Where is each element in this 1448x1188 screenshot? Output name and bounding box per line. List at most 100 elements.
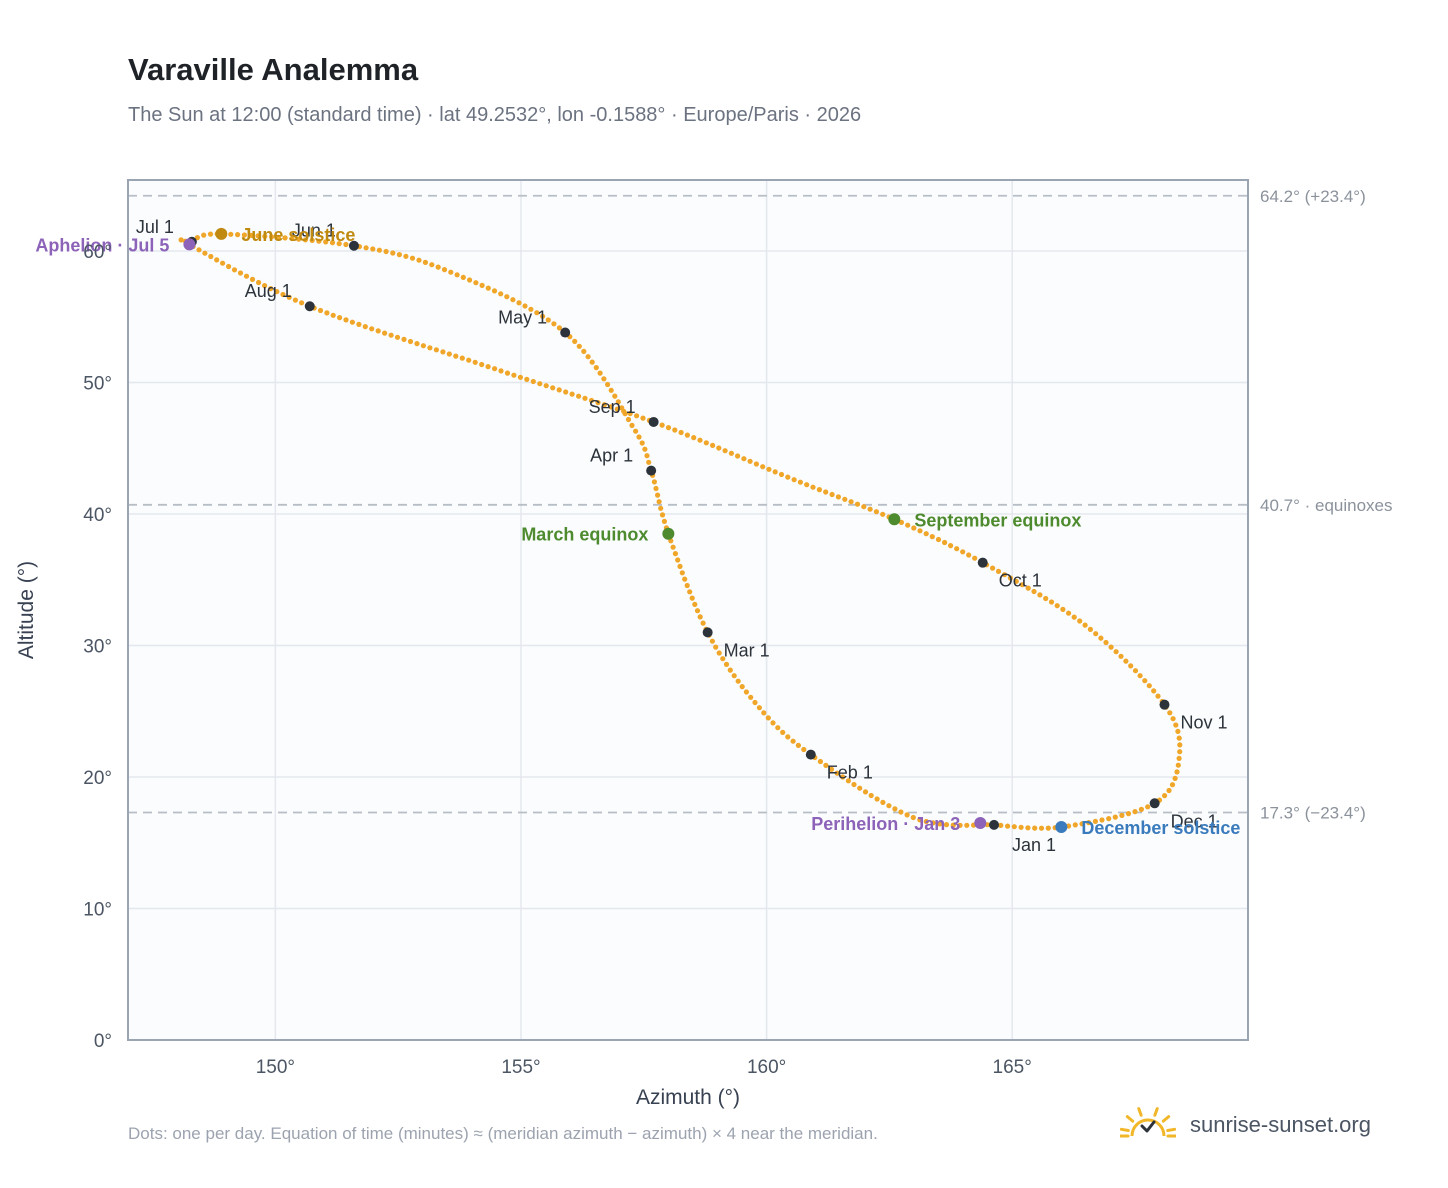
daily-sun-dot [324, 310, 330, 316]
daily-sun-dot [299, 300, 305, 306]
daily-sun-dot [1025, 825, 1031, 831]
daily-sun-dot [1172, 775, 1178, 782]
event-marker-label: December solstice [1081, 818, 1240, 838]
daily-sun-dot [937, 821, 943, 827]
month-marker-label: Apr 1 [590, 446, 633, 466]
daily-sun-dot [1086, 820, 1092, 826]
daily-sun-dot [651, 479, 658, 485]
daily-sun-dot [460, 274, 466, 280]
event-marker-dot [1055, 820, 1068, 833]
daily-sun-dot [642, 446, 648, 452]
daily-sun-dot [851, 781, 857, 788]
daily-sun-dot [551, 321, 557, 327]
daily-sun-dot [727, 667, 733, 673]
daily-sun-dot [722, 448, 728, 454]
daily-sun-dot [226, 263, 232, 270]
x-tick-label: 150° [256, 1057, 295, 1078]
daily-sun-dot [556, 387, 562, 393]
daily-sun-dot [208, 253, 214, 260]
daily-sun-dot [687, 589, 693, 595]
daily-sun-dot [433, 347, 439, 353]
daily-sun-dot [1054, 603, 1060, 609]
daily-sun-dot [237, 270, 244, 276]
daily-sun-dot [597, 370, 603, 376]
daily-sun-dot [880, 511, 886, 517]
month-marker-dot [560, 327, 571, 338]
daily-sun-dot [289, 235, 295, 242]
daily-sun-dot [1162, 793, 1168, 799]
daily-sun-dot [1066, 610, 1072, 616]
daily-sun-dot [678, 429, 684, 436]
event-marker-dot [183, 238, 196, 251]
month-marker-label: Sep 1 [589, 397, 636, 417]
daily-sun-dot [634, 413, 640, 419]
daily-sun-dot [403, 253, 409, 259]
daily-sun-dot [677, 563, 683, 570]
daily-sun-dot [316, 238, 322, 244]
daily-sun-dot [1079, 821, 1085, 827]
daily-sun-dot [972, 555, 978, 561]
daily-sun-dot [1142, 678, 1148, 684]
daily-sun-dot [627, 410, 633, 417]
reference-line-label: 64.2° (+23.4°) [1260, 187, 1366, 206]
month-marker-dot [1149, 798, 1160, 809]
daily-sun-dot [220, 260, 226, 266]
daily-sun-dot [1146, 683, 1152, 689]
daily-sun-dot [639, 440, 645, 446]
plot-frame [127, 179, 1249, 1041]
daily-sun-dot [362, 324, 368, 330]
daily-sun-dot [834, 770, 840, 776]
daily-sun-dot [369, 326, 375, 332]
daily-sun-dot [1170, 716, 1176, 722]
daily-sun-dot [873, 509, 880, 515]
daily-sun-dot [491, 288, 498, 294]
brand-link[interactable]: sunrise-sunset.org [1120, 1104, 1400, 1148]
daily-sun-dot [256, 279, 262, 286]
daily-sun-dot [522, 303, 528, 309]
daily-sun-dot [636, 434, 642, 440]
daily-sun-dot [1071, 614, 1077, 620]
daily-sun-dot [435, 264, 441, 270]
daily-sun-dot [1176, 735, 1182, 741]
daily-sun-dot [194, 235, 200, 241]
daily-sun-dot [716, 650, 722, 656]
daily-sun-dot [697, 614, 703, 620]
daily-sun-dot [492, 366, 498, 372]
y-tick-label: 60° [83, 242, 112, 263]
daily-sun-dot [1106, 816, 1112, 822]
daily-sun-dot [243, 273, 250, 279]
daily-sun-dot [842, 496, 848, 502]
daily-sun-dot [790, 738, 796, 744]
daily-sun-dot [441, 267, 448, 273]
daily-sun-dot [880, 799, 886, 806]
daily-sun-dot [1037, 592, 1043, 598]
daily-sun-dot [739, 684, 745, 690]
daily-sun-dot [286, 294, 292, 300]
x-axis-label: Azimuth (°) [636, 1086, 740, 1109]
daily-sun-dot [867, 506, 873, 512]
daily-sun-dot [479, 282, 485, 288]
daily-sun-dot [454, 272, 460, 278]
daily-sun-dot [1077, 618, 1083, 624]
daily-sun-dot [1167, 710, 1173, 716]
daily-sun-dot [1098, 635, 1104, 641]
daily-sun-dot [943, 822, 950, 828]
daily-sun-dot [675, 557, 681, 563]
daily-sun-dot [370, 246, 376, 252]
daily-sun-dot [1174, 769, 1180, 775]
daily-sun-dot [1048, 599, 1055, 605]
daily-sun-dot [747, 458, 753, 464]
daily-sun-dot [756, 705, 763, 711]
daily-sun-dot [178, 237, 184, 243]
daily-sun-dot [196, 247, 202, 253]
daily-sun-dot [797, 479, 804, 485]
daily-sun-dot [516, 300, 522, 306]
daily-sun-dot [689, 595, 695, 601]
daily-sun-dot [1082, 622, 1088, 628]
daily-sun-dot [343, 241, 349, 248]
daily-sun-dot [703, 440, 709, 446]
y-tick-label: 20° [83, 768, 112, 789]
daily-sun-dot [817, 758, 824, 765]
x-tick-label: 165° [993, 1057, 1032, 1078]
